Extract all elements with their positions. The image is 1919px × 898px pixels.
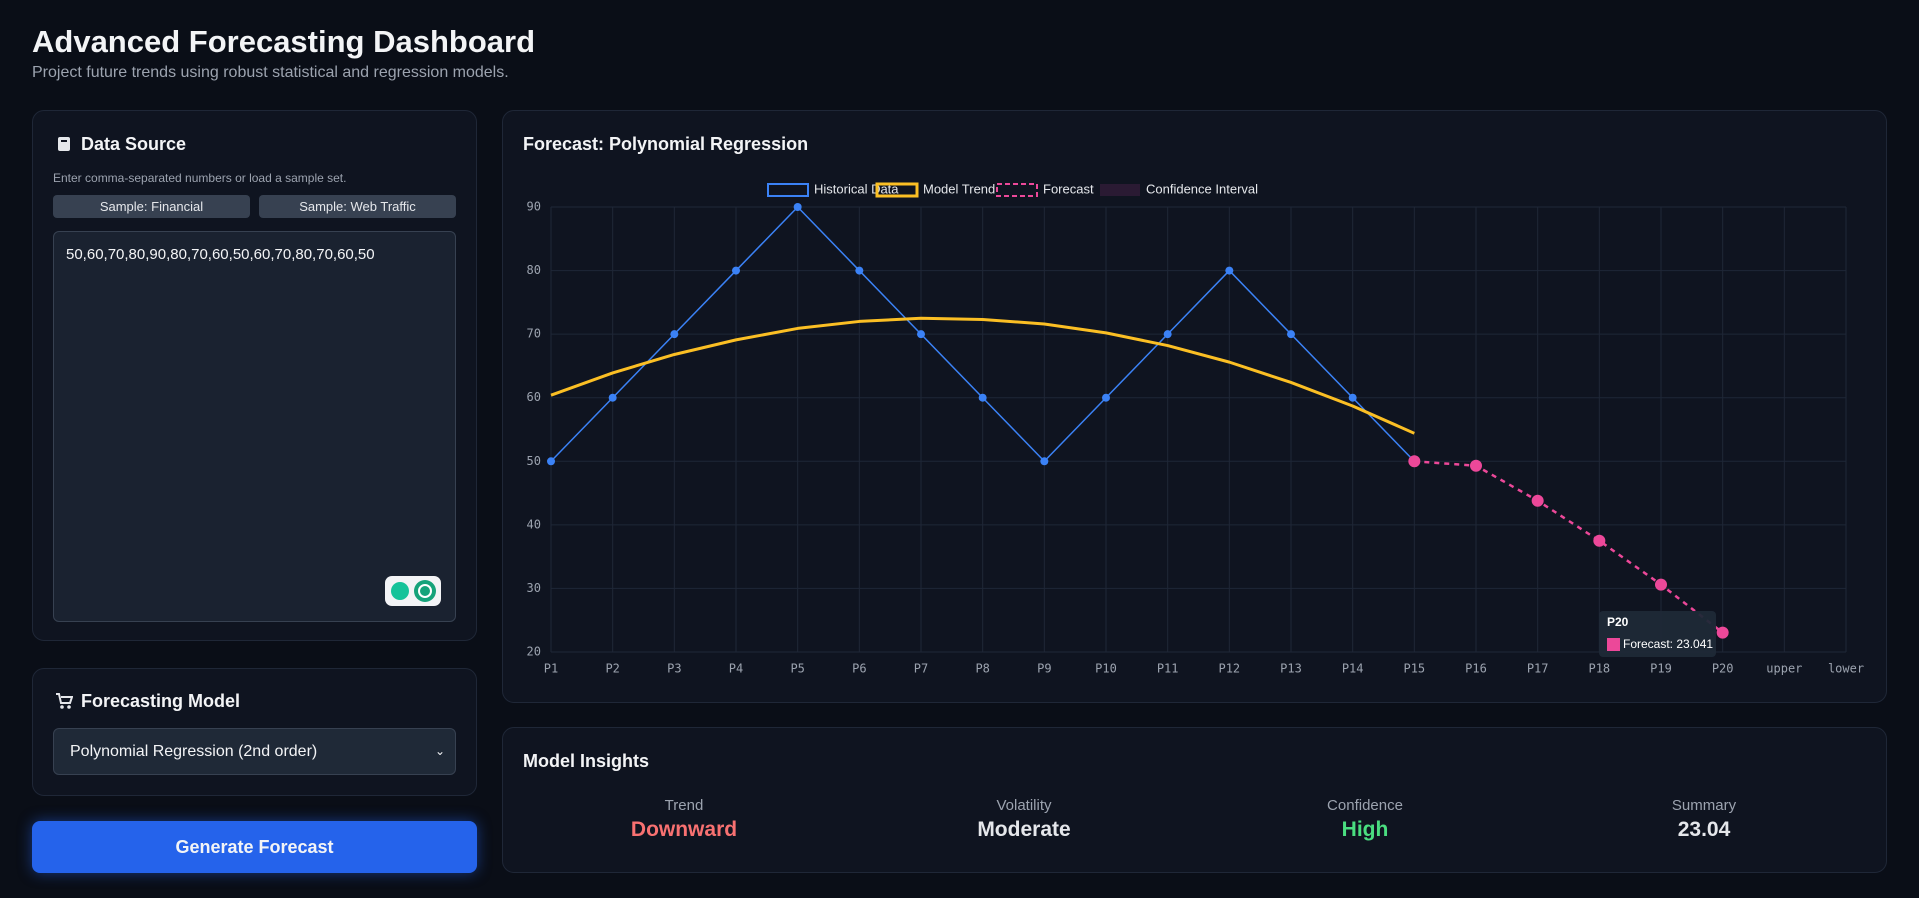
x-tick-label: P14 [1342,662,1364,676]
data-point [1408,455,1421,468]
x-tick-label: P17 [1527,662,1549,676]
x-tick-label: P2 [605,662,619,676]
legend-swatch [875,182,919,198]
series-line [1414,460,1724,634]
data-point [1716,626,1729,639]
page-subtitle: Project future trends using robust stati… [32,64,509,81]
x-tick-label: P13 [1280,662,1302,676]
chart-panel [502,110,1887,703]
data-input[interactable]: 50,60,70,80,90,80,70,60,50,60,70,80,70,6… [53,231,456,622]
panel-title: Model Insights [523,751,649,771]
panel-title: Forecasting Model [81,691,241,711]
insight-value: Moderate [977,818,1071,841]
insight-value: Downward [630,818,738,841]
x-tick-label: P11 [1157,662,1179,676]
y-tick-label: 50 [527,454,541,468]
data-point [855,266,864,275]
insight-label: Trend [664,797,704,814]
insight-label: Volatility [996,797,1052,814]
data-point [732,266,740,275]
insight-label: Confidence [1327,797,1403,814]
data-point [793,203,802,211]
sample-button[interactable]: Sample: Web Traffic [259,195,456,218]
data-point [1040,457,1049,466]
insight: Trend Downward [534,797,834,842]
select-value: Polynomial Regression (2nd order) [70,743,318,760]
x-tick-label: P7 [914,662,928,676]
y-tick-label: 60 [527,390,541,404]
chart-title: Forecast: Polynomial Regression [523,134,808,154]
data-point [1287,330,1295,339]
data-point [1655,578,1667,591]
x-tick-label: P1 [544,662,558,676]
tooltip-text: Forecast: 23.041 [1623,637,1713,651]
x-tick-label: P20 [1712,662,1734,676]
page-title: Advanced Forecasting Dashboard [32,24,536,59]
data-point [1348,393,1357,402]
data-point [1225,266,1234,275]
x-tick-label: P16 [1465,662,1487,676]
insight: Volatility Moderate [874,797,1174,842]
data-point [978,393,987,402]
legend-label: Forecast [1043,181,1094,196]
data-point [917,330,925,339]
insights-panel [502,727,1887,873]
legend-label: Confidence Interval [1146,181,1258,196]
insight-value: High [1341,818,1389,841]
legend-swatch [767,183,809,197]
y-tick-label: 70 [527,327,541,341]
tooltip-swatch [1607,638,1620,651]
x-tick-label: P18 [1588,662,1610,676]
x-tick-label: lower [1828,662,1864,676]
x-tick-label: P12 [1218,662,1240,676]
legend-label: Model Trend [923,181,995,196]
model-select[interactable]: Polynomial Regression (2nd order) ⌄ [53,728,456,775]
icon [58,137,70,151]
legend-swatch [1100,184,1140,196]
data-point [670,330,679,339]
generate-button[interactable]: Generate Forecast [32,821,477,873]
data-point [1531,494,1544,507]
chart: Forecast: Polynomial Regression 20 30 40 50… [523,134,1864,676]
x-tick-label: P3 [667,662,681,676]
legend-swatch [996,183,1038,197]
y-tick-label: 40 [527,517,541,531]
x-tick-label: upper [1766,662,1802,676]
x-tick-label: P8 [975,662,989,676]
x-tick-label: P9 [1037,662,1051,676]
x-tick-label: P6 [852,662,866,676]
data-point [608,393,617,402]
y-tick-label: 80 [527,263,541,277]
y-tick-label: 90 [527,200,541,214]
insight: Summary 23.04 [1554,797,1854,842]
data-point [1163,330,1172,339]
icon [56,693,73,709]
data-point [1593,534,1606,547]
tooltip-title: P20 [1607,615,1629,629]
series-line [550,316,1415,435]
x-tick-label: P19 [1650,662,1672,676]
grammarly-icon [385,576,441,606]
y-tick-label: 30 [527,581,541,595]
x-tick-label: P15 [1403,662,1425,676]
data-point [547,457,555,466]
x-tick-label: P10 [1095,662,1117,676]
y-tick-label: 20 [527,645,541,659]
panel-title: Data Source [81,134,187,154]
hint: Enter comma-separated numbers or load a … [53,171,347,185]
insight-value: 23.04 [1677,818,1731,841]
tooltip [1599,611,1716,657]
insight-label: Summary [1671,797,1737,814]
data-point [1470,459,1482,472]
sample-button[interactable]: Sample: Financial [53,195,250,218]
data-point [1102,393,1110,402]
insight: Confidence High [1215,797,1515,842]
x-tick-label: P5 [790,662,804,676]
x-tick-label: P4 [729,662,743,676]
